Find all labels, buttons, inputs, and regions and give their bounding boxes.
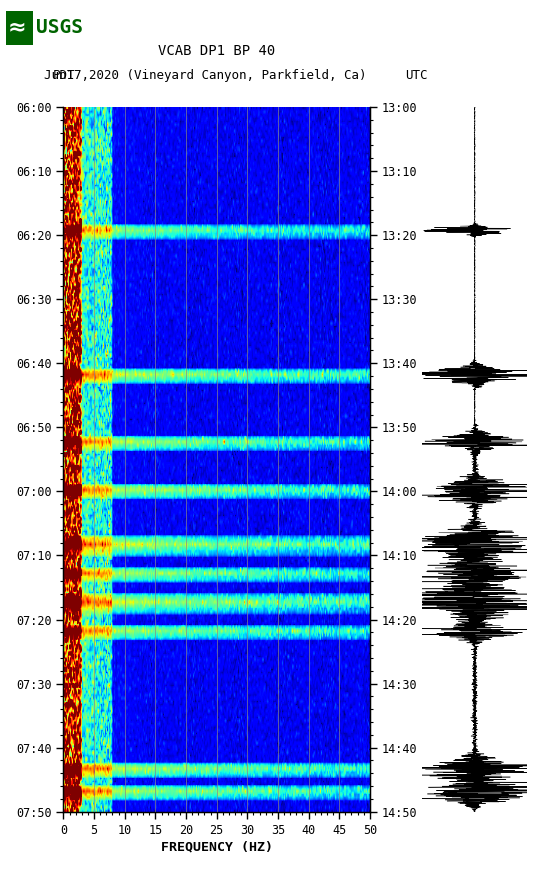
Text: Jun17,2020 (Vineyard Canyon, Parkfield, Ca): Jun17,2020 (Vineyard Canyon, Parkfield, … bbox=[44, 69, 367, 82]
Text: ≈: ≈ bbox=[8, 18, 26, 37]
Bar bbox=[6, 11, 33, 45]
Text: VCAB DP1 BP 40: VCAB DP1 BP 40 bbox=[158, 44, 275, 58]
Text: PDT: PDT bbox=[52, 69, 75, 82]
Text: UTC: UTC bbox=[406, 69, 428, 82]
Text: USGS: USGS bbox=[36, 18, 83, 37]
X-axis label: FREQUENCY (HZ): FREQUENCY (HZ) bbox=[161, 840, 273, 854]
